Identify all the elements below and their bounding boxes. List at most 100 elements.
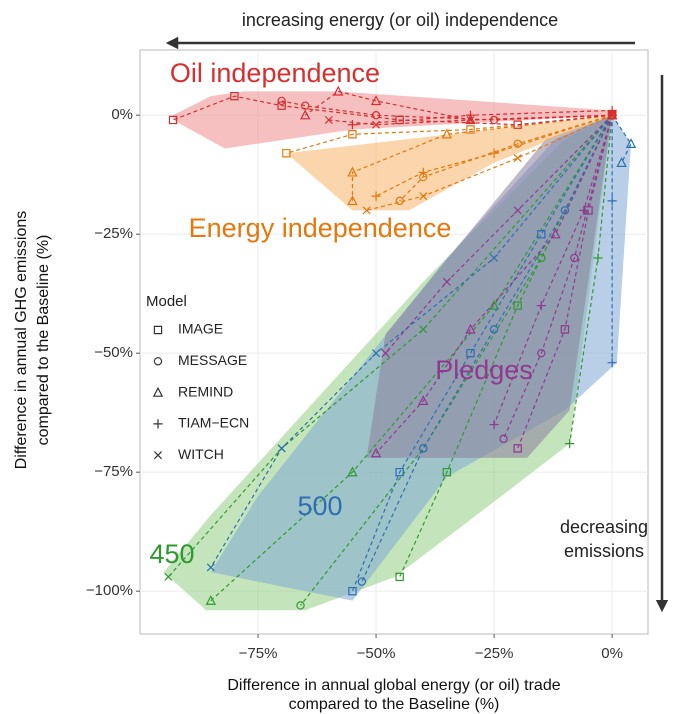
data-point [466,115,475,124]
legend-label: IMAGE [178,321,223,337]
region-label: 450 [149,539,194,569]
trajectory-line [366,114,613,211]
data-point [348,586,357,596]
data-point [513,120,522,129]
y-tick-label: −50% [94,344,133,361]
trajectory-line [351,114,613,201]
data-point [625,138,637,148]
legend-title: Model [146,293,187,310]
data-point [347,120,358,130]
legend-marker [153,451,163,460]
legend-marker [153,419,163,429]
data-point [579,205,589,215]
data-point [513,154,522,163]
data-point [277,101,286,110]
data-point [362,206,371,215]
x-tick-label: −50% [357,645,396,662]
data-point [560,206,570,215]
data-point [607,196,617,206]
y-tick-label: 0% [111,106,133,123]
data-point [370,95,382,106]
legend-marker [152,386,164,397]
trajectory-line [399,114,613,202]
data-point [466,125,475,134]
data-point [608,111,617,120]
trajectory-line [361,114,613,582]
y-axis-title: Difference in annual GHG emissions [13,211,30,470]
data-point [419,192,428,201]
legend-label: WITCH [178,446,224,462]
data-point [584,206,593,215]
data-point [537,348,546,358]
data-point [419,325,428,334]
data-point [550,228,561,239]
data-point [300,109,311,120]
data-point [513,444,522,453]
data-point [230,91,239,101]
data-point [441,128,453,139]
region-label: 500 [297,491,342,521]
data-point [301,101,310,110]
y-tick-label: −75% [94,463,133,480]
data-point [277,96,286,106]
data-point [513,301,522,310]
legend-marker [153,357,163,366]
data-point [371,111,381,120]
data-point [490,253,499,263]
data-point [489,148,499,158]
x-tick-label: −25% [475,645,514,662]
right-annotation: emissions [564,541,644,561]
data-point [347,195,358,206]
trajectory-line [493,115,613,425]
region-label: Energy independence [189,213,452,243]
region-label: Pledges [435,355,533,385]
data-point [616,157,627,168]
data-point [324,115,333,124]
data-point [348,130,357,139]
x-axis-title: Difference in annual global energy (or o… [227,677,560,694]
trajectory-line [351,114,613,592]
data-point [607,358,617,368]
data-point [347,166,358,177]
data-point [442,467,452,477]
data-point [333,85,344,96]
data-point [164,572,173,581]
trajectory-line [502,115,613,440]
data-point [418,167,428,177]
data-point [419,444,428,453]
top-annotation: increasing energy (or oil) independence [242,10,558,30]
trajectory-line [517,115,613,449]
data-point [381,349,390,358]
x-axis-title: compared to the Baseline (%) [289,696,500,713]
data-point [372,120,381,129]
region-label: Oil independence [170,58,380,88]
data-point [513,206,522,215]
data-point [418,395,429,405]
data-point [465,323,476,334]
x-tick-label: 0% [601,645,623,662]
data-point [466,348,475,358]
data-point [465,110,476,120]
data-point [536,300,546,311]
data-point [537,253,546,263]
trajectory-line [210,114,613,602]
y-tick-label: −25% [94,225,133,242]
data-point [282,149,291,158]
data-point [593,253,603,263]
data-point [537,229,546,239]
data-point [277,444,286,453]
right-annotation: decreasing [560,517,648,537]
data-point [499,434,508,444]
x-tick-label: −75% [239,645,278,662]
trajectory-line [328,114,613,126]
region-hull [286,115,613,211]
data-point [347,466,358,477]
trajectory-line [375,114,613,454]
data-point [489,325,499,334]
data-point [489,115,499,125]
data-point [205,594,217,605]
region-hull [366,115,613,458]
data-point [357,577,367,586]
data-point [168,115,178,125]
